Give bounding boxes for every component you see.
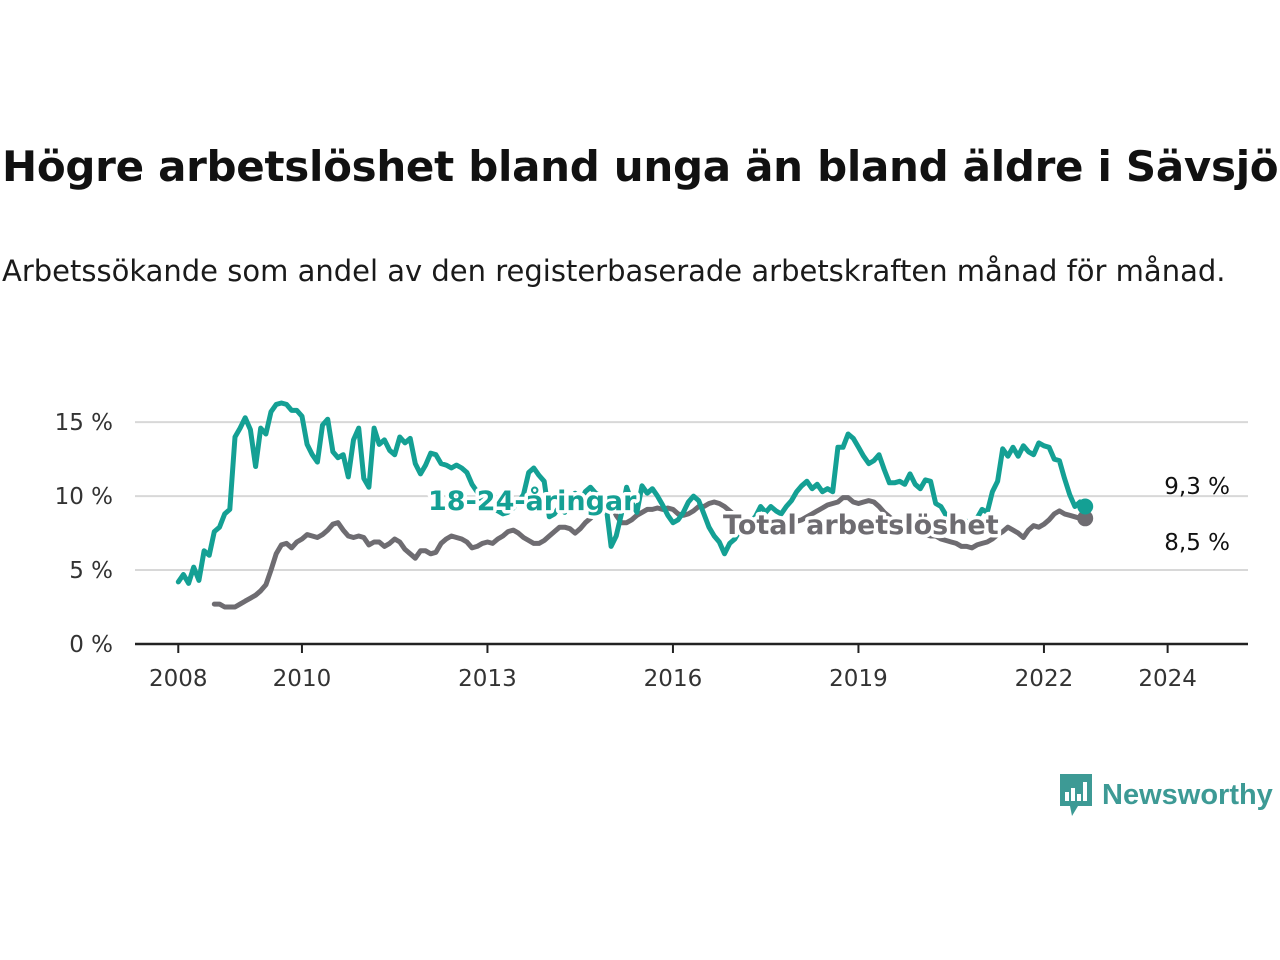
x-tick-label: 2024 bbox=[1138, 666, 1197, 692]
end-value-youth: 9,3 % bbox=[1164, 474, 1230, 500]
series-end-point bbox=[1077, 510, 1094, 527]
x-tick-label: 2008 bbox=[149, 666, 208, 692]
series-lines bbox=[175, 400, 1094, 610]
x-axis: 2008 2010 2013 2016 2019 2022 2024 bbox=[135, 642, 1248, 692]
series-label-total: Total arbetslöshet bbox=[723, 510, 999, 541]
series-line bbox=[211, 495, 1088, 610]
end-value-total: 8,5 % bbox=[1164, 530, 1230, 556]
x-tick-label: 2010 bbox=[273, 666, 332, 692]
y-tick-label: 5 % bbox=[69, 558, 113, 584]
x-tick-label: 2013 bbox=[458, 666, 517, 692]
x-tick-label: 2022 bbox=[1015, 666, 1074, 692]
series-labels: 18-24-åringar Total arbetslöshet 9,3 % 8,5 … bbox=[425, 474, 1231, 556]
brand-name: Newsworthy bbox=[1102, 778, 1273, 811]
y-tick-label: 15 % bbox=[55, 410, 113, 436]
chart-title: Högre arbetslöshet bland unga än bland ä… bbox=[2, 142, 1279, 191]
x-tick-label: 2016 bbox=[644, 666, 703, 692]
y-tick-label: 0 % bbox=[69, 632, 113, 658]
series-label-youth: 18-24-åringar bbox=[428, 485, 637, 517]
series-line bbox=[175, 400, 1088, 586]
chart-subtitle: Arbetssökande som andel av den registerb… bbox=[2, 254, 1226, 288]
y-tick-label: 10 % bbox=[55, 484, 113, 510]
line-chart: 0 %5 %10 %15 % 2008 2010 2013 2016 2019 2022 2… bbox=[55, 400, 1248, 692]
series-end-point bbox=[1077, 498, 1094, 515]
x-tick-label: 2019 bbox=[829, 666, 888, 692]
y-axis-ticks: 0 % 5 % 10 % 15 % bbox=[55, 410, 113, 658]
newsworthy-logo: Newsworthy bbox=[1058, 770, 1273, 820]
bar-chart-speech-bubble-icon bbox=[1060, 774, 1092, 816]
